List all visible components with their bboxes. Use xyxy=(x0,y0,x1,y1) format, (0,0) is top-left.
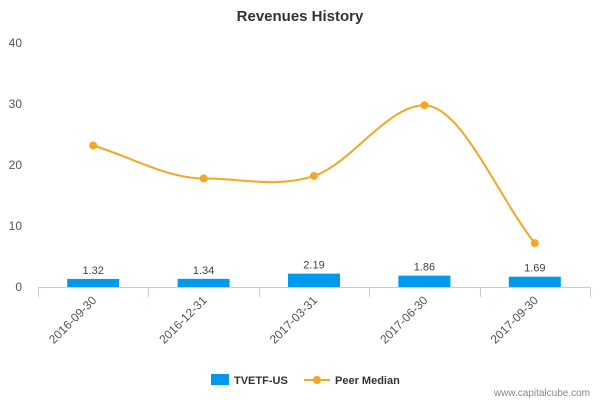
bar xyxy=(67,278,120,287)
y-axis: 0 10 20 30 40 xyxy=(9,36,23,294)
bar xyxy=(288,273,340,287)
chart-title: Revenues History xyxy=(237,8,364,25)
peer-median-line xyxy=(92,104,536,244)
line-point xyxy=(420,101,429,110)
y-tick-label: 20 xyxy=(9,158,23,172)
y-tick-label: 30 xyxy=(9,97,23,111)
bar-data-label: 1.32 xyxy=(82,265,103,277)
x-tick-label: 2017-06-30 xyxy=(377,293,431,347)
bar-data-label: 1.69 xyxy=(524,263,545,275)
line-series xyxy=(89,101,539,248)
x-tick-label: 2017-03-31 xyxy=(267,293,321,347)
bar xyxy=(508,276,561,287)
legend-marker-peer-median xyxy=(313,376,321,384)
bar-data-label: 1.34 xyxy=(193,265,214,277)
x-tick-label: 2016-12-31 xyxy=(156,293,210,347)
y-tick-label: 40 xyxy=(9,36,23,50)
legend-label-tvetf: TVETF-US xyxy=(234,375,288,387)
x-axis: 2016-09-30 2016-12-31 2017-03-31 2017-06-30… xyxy=(38,287,591,347)
credit-text: www.capitalcube.com xyxy=(493,388,590,399)
line-point xyxy=(310,171,318,180)
bar xyxy=(177,278,230,287)
bar xyxy=(398,275,451,287)
bar-series xyxy=(67,273,561,287)
legend-label-peer-median: Peer Median xyxy=(335,375,400,387)
line-point xyxy=(199,174,208,183)
y-tick-label: 0 xyxy=(15,280,22,294)
line-point xyxy=(530,239,539,248)
bar-data-label: 2.19 xyxy=(303,260,324,272)
legend-swatch-tvetf xyxy=(211,374,229,385)
x-tick-label: 2016-09-30 xyxy=(46,293,100,347)
x-tick-label: 2017-09-30 xyxy=(488,293,542,347)
legend: TVETF-US Peer Median xyxy=(211,374,400,387)
bar-data-labels: 1.32 1.34 2.19 1.86 1.69 xyxy=(82,260,545,277)
bar-data-label: 1.86 xyxy=(414,262,435,274)
line-point xyxy=(89,141,98,150)
y-tick-label: 10 xyxy=(9,219,23,233)
